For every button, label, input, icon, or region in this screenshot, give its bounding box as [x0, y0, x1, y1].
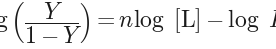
Text: $\log \left( \dfrac{Y}{1 - Y} \right) = n \log\ [\mathrm{L}] - \log\ K_{\mathrm{: $\log \left( \dfrac{Y}{1 - Y} \right) = …	[0, 1, 276, 46]
